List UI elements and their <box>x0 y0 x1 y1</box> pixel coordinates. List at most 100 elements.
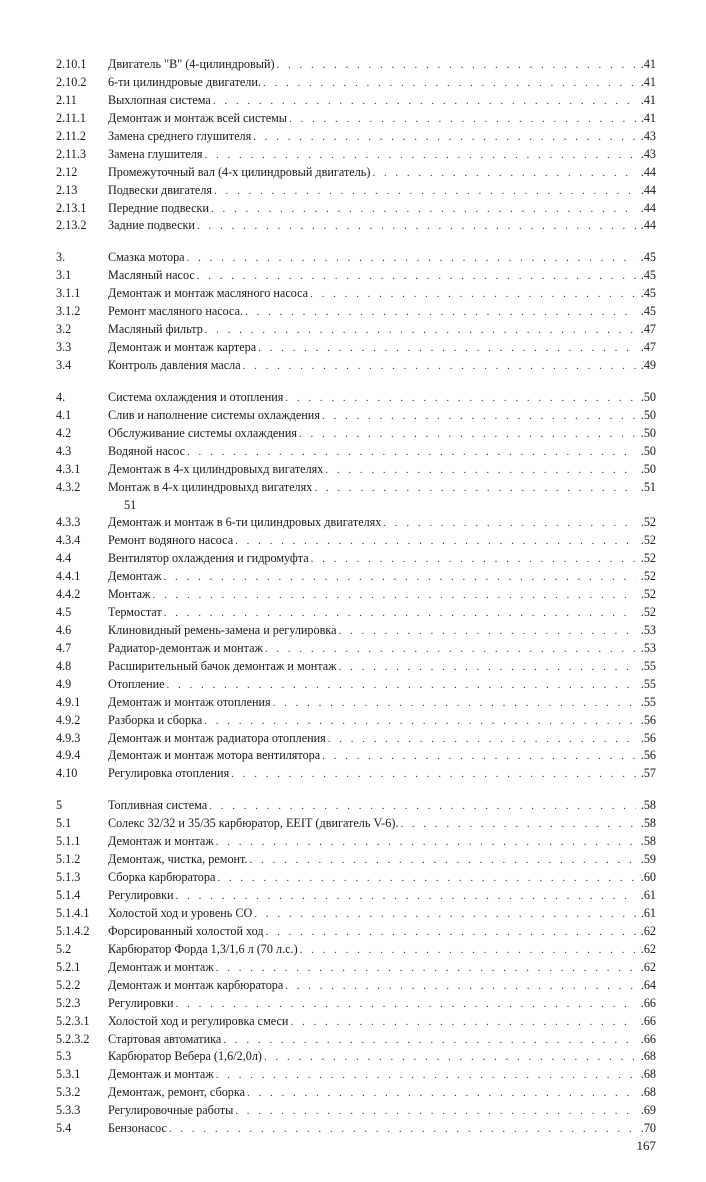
toc-title: 6-ти цилиндровые двигатели. <box>108 74 261 92</box>
toc-title: Демонтаж, ремонт, сборка <box>108 1084 245 1102</box>
toc-title: Масляный фильтр <box>108 321 203 339</box>
toc-title: Демонтаж и монтаж мотора вентилятора <box>108 747 320 765</box>
toc-leader-dots <box>370 166 636 182</box>
toc-row: 3.Смазка мотора.45 <box>56 249 656 267</box>
toc-section-number: 5 <box>56 797 108 815</box>
toc-leader-dots <box>283 391 636 407</box>
toc-page-ref: .66 <box>636 995 656 1013</box>
toc-continuation: 51 <box>56 497 656 515</box>
toc-leader-dots <box>185 251 636 267</box>
toc-section-number: 5.1.2 <box>56 851 108 869</box>
toc-page-ref: .66 <box>636 1013 656 1031</box>
toc-title: Холостой ход и регулировка смеси <box>108 1013 288 1031</box>
toc-section-number: 5.2.3.1 <box>56 1013 108 1031</box>
toc-row: 5.2.3.2Стартовая автоматика.66 <box>56 1031 656 1049</box>
toc-leader-dots <box>214 835 636 851</box>
toc-row: 3.1Масляный насос.45 <box>56 267 656 285</box>
toc-row: 4.3.1Демонтаж в 4-х цилиндровыхд вигател… <box>56 461 656 479</box>
toc-row: 3.4Контроль давления масла.49 <box>56 357 656 375</box>
toc-title: Демонтаж и монтаж отопления <box>108 694 271 712</box>
toc-section-number: 5.2.2 <box>56 977 108 995</box>
toc-title: Регулировка отопления <box>108 765 229 783</box>
toc-page-ref: .47 <box>636 339 656 357</box>
toc-page-ref: .57 <box>636 765 656 783</box>
toc-page-ref: .41 <box>636 56 656 74</box>
toc-title: Слив и наполнение системы охлаждения <box>108 407 320 425</box>
toc-page-ref: .50 <box>636 389 656 407</box>
toc-leader-dots <box>323 463 636 479</box>
toc-page-ref: .52 <box>636 532 656 550</box>
toc-row: 5.1.4.2Форсированный холостой ход.62 <box>56 923 656 941</box>
toc-title: Промежуточный вал (4-х цилиндровый двига… <box>108 164 370 182</box>
toc-title: Монтаж <box>108 586 150 604</box>
toc-section-number: 4.9.2 <box>56 712 108 730</box>
toc-leader-dots <box>245 1086 636 1102</box>
toc-row: 2.11.2Замена среднего глушителя.43 <box>56 128 656 146</box>
toc-leader-dots <box>214 1068 636 1084</box>
toc-title: Радиатор-демонтаж и монтаж <box>108 640 263 658</box>
toc-row: 4.3.2Монтаж в 4-х цилиндровыхд вигателях… <box>56 479 656 497</box>
toc-row: 5.2.3Регулировки.66 <box>56 995 656 1013</box>
toc-page-ref: .61 <box>636 887 656 905</box>
toc-leader-dots <box>326 732 636 748</box>
toc-section-number: 4.4.1 <box>56 568 108 586</box>
toc-row: 2.11.3Замена глушителя.43 <box>56 146 656 164</box>
toc-section-number: 5.3.2 <box>56 1084 108 1102</box>
toc-leader-dots <box>251 130 636 146</box>
toc-leader-dots <box>195 269 636 285</box>
toc-row: 4.9Отопление.55 <box>56 676 656 694</box>
toc-leader-dots <box>203 148 636 164</box>
toc-title: Демонтаж и монтаж всей системы <box>108 110 287 128</box>
toc-row: 4.4.2Монтаж.52 <box>56 586 656 604</box>
toc-row: 4.3.4Ремонт водяного насоса.52 <box>56 532 656 550</box>
toc-block: 3.Смазка мотора.453.1Масляный насос.45 3.… <box>56 249 656 375</box>
toc-leader-dots <box>215 871 636 887</box>
toc-page-ref: .50 <box>636 461 656 479</box>
document-page: 2.10.1Двигатель "В" (4-цилиндровый).412.… <box>0 0 706 1182</box>
toc-page-ref: .62 <box>636 923 656 941</box>
toc-title: Демонтаж и монтаж в 6-ти цилиндровых дви… <box>108 514 381 532</box>
toc-leader-dots <box>212 184 636 200</box>
toc-page-ref: .56 <box>636 747 656 765</box>
toc-row: 4.1Слив и наполнение системы охлаждения.… <box>56 407 656 425</box>
toc-title: Водяной насос <box>108 443 185 461</box>
toc-row: 5.2.2Демонтаж и монтаж карбюратора.64 <box>56 977 656 995</box>
toc-title: Обслуживание системы охлаждения <box>108 425 297 443</box>
toc-section-number: 5.1.3 <box>56 869 108 887</box>
toc-title: Демонтаж и монтаж радиатора отопления <box>108 730 326 748</box>
toc-section-number: 4.10 <box>56 765 108 783</box>
toc-row: 4.9.2Разборка и сборка.56 <box>56 712 656 730</box>
toc-leader-dots <box>221 1033 636 1049</box>
toc-row: 4.7Радиатор-демонтаж и монтаж.53 <box>56 640 656 658</box>
toc-row: 5.4Бензонасос.70 <box>56 1120 656 1138</box>
toc-title: Демонтаж, чистка, ремонт. <box>108 851 248 869</box>
toc-section-number: 5.1.1 <box>56 833 108 851</box>
toc-section-number: 4.7 <box>56 640 108 658</box>
toc-row: 5.2Карбюратор Форда 1,3/1,6 л (70 л.с.).… <box>56 941 656 959</box>
toc-row: 4.2Обслуживание системы охлаждения.50 <box>56 425 656 443</box>
toc-title: Холостой ход и уровень СО <box>108 905 252 923</box>
toc-page-ref: .69 <box>636 1102 656 1120</box>
toc-title: Контроль давления масла <box>108 357 241 375</box>
toc-section-number: 4.9.1 <box>56 694 108 712</box>
toc-title: Ремонт масляного насоса. <box>108 303 243 321</box>
toc-leader-dots <box>320 749 636 765</box>
toc-section-number: 4.4 <box>56 550 108 568</box>
toc-section-number: 4.1 <box>56 407 108 425</box>
toc-row: 4.3Водяной насос.50 <box>56 443 656 461</box>
toc-title: Термостат <box>108 604 162 622</box>
toc-leader-dots <box>320 409 636 425</box>
toc-page-ref: .45 <box>636 285 656 303</box>
toc-leader-dots <box>202 714 636 730</box>
toc-leader-dots <box>261 76 636 92</box>
toc-title: Регулировки <box>108 995 174 1013</box>
toc-title: Демонтаж и монтаж масляного насоса <box>108 285 308 303</box>
toc-leader-dots <box>309 552 636 568</box>
toc-leader-dots <box>167 1122 636 1138</box>
toc-page-ref: .68 <box>636 1048 656 1066</box>
toc-row: 5.3.2Демонтаж, ремонт, сборка.68 <box>56 1084 656 1102</box>
toc-page-ref: .64 <box>636 977 656 995</box>
toc-leader-dots <box>174 889 636 905</box>
toc-title: Подвески двигателя <box>108 182 212 200</box>
toc-leader-dots <box>312 481 636 497</box>
